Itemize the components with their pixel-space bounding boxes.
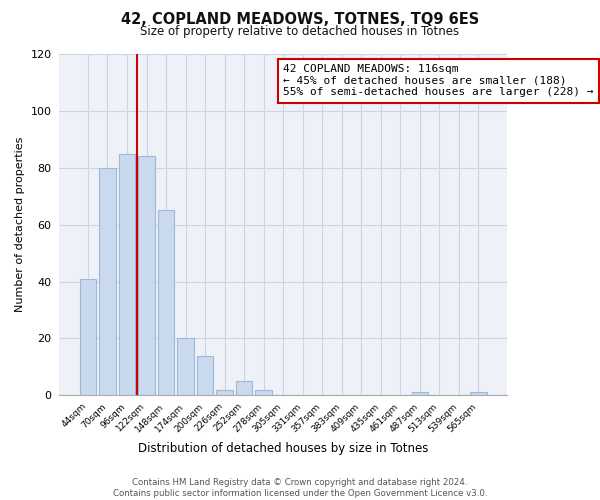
Text: Contains HM Land Registry data © Crown copyright and database right 2024.
Contai: Contains HM Land Registry data © Crown c…: [113, 478, 487, 498]
Bar: [412, 392, 428, 396]
X-axis label: Distribution of detached houses by size in Totnes: Distribution of detached houses by size …: [138, 442, 428, 455]
Bar: [197, 356, 214, 396]
Text: 42, COPLAND MEADOWS, TOTNES, TQ9 6ES: 42, COPLAND MEADOWS, TOTNES, TQ9 6ES: [121, 12, 479, 28]
Bar: [256, 390, 272, 396]
Text: Size of property relative to detached houses in Totnes: Size of property relative to detached ho…: [140, 25, 460, 38]
Bar: [158, 210, 175, 396]
Bar: [236, 381, 253, 396]
Text: 42 COPLAND MEADOWS: 116sqm
← 45% of detached houses are smaller (188)
55% of sem: 42 COPLAND MEADOWS: 116sqm ← 45% of deta…: [283, 64, 593, 98]
Bar: [80, 278, 96, 396]
Bar: [119, 154, 135, 396]
Bar: [177, 338, 194, 396]
Y-axis label: Number of detached properties: Number of detached properties: [15, 137, 25, 312]
Bar: [99, 168, 116, 396]
Bar: [217, 390, 233, 396]
Bar: [470, 392, 487, 396]
Bar: [138, 156, 155, 396]
